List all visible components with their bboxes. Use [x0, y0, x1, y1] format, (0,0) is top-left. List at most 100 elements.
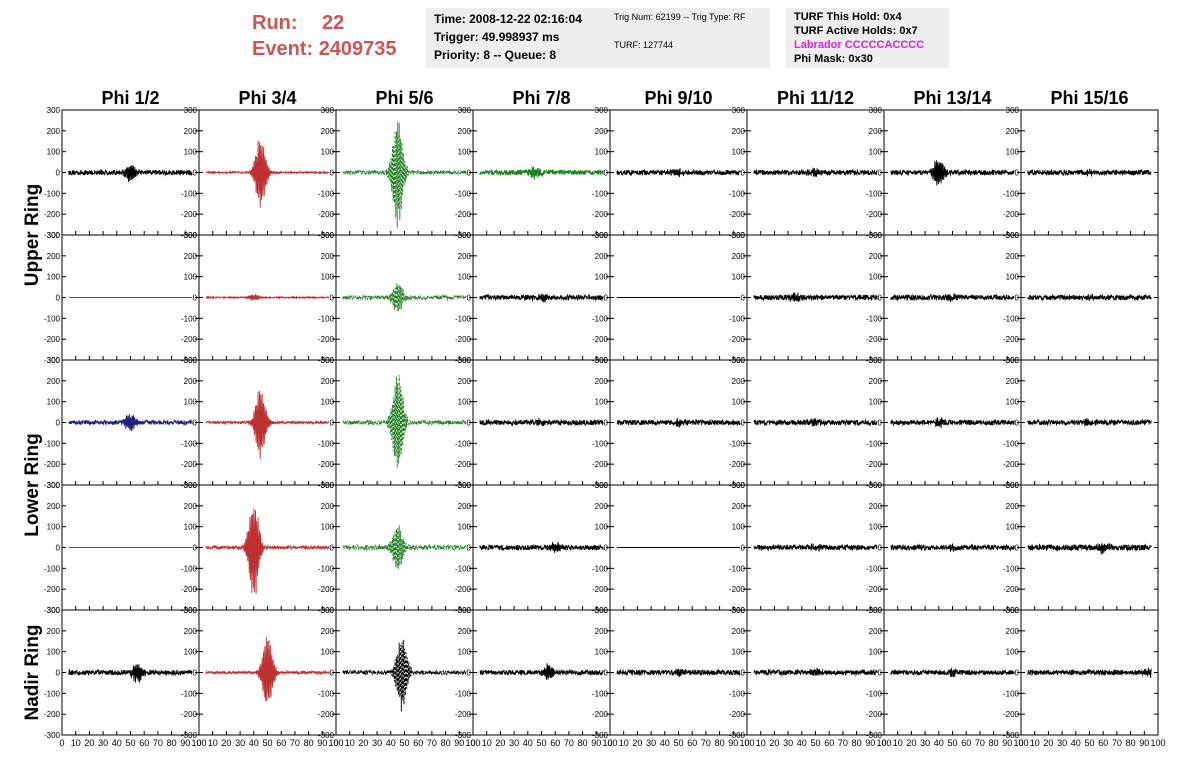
x-tick-label: 50 — [810, 738, 820, 748]
run-label: Run: — [252, 12, 298, 34]
y-tick-label: -200 — [181, 710, 198, 719]
y-tick-label: 0 — [741, 169, 746, 178]
y-tick-label: -100 — [592, 564, 609, 573]
y-tick-label: 0 — [1015, 419, 1020, 428]
y-tick-label: 0 — [56, 169, 61, 178]
y-tick-label: -100 — [318, 689, 335, 698]
y-tick-label: -200 — [592, 210, 609, 219]
y-tick-label: 0 — [604, 294, 609, 303]
y-tick-label: -100 — [455, 689, 472, 698]
waveform-trace — [479, 418, 604, 427]
x-tick-label: 50 — [399, 738, 409, 748]
x-tick-label: 40 — [386, 738, 396, 748]
y-tick-label: 200 — [47, 627, 61, 636]
y-tick-label: -200 — [44, 460, 61, 469]
y-tick-label: 100 — [47, 273, 61, 282]
y-tick-label: 100 — [1006, 273, 1020, 282]
waveform-trace — [890, 417, 1015, 429]
y-tick-label: 200 — [1006, 127, 1020, 136]
y-tick-label: -100 — [866, 439, 883, 448]
y-tick-label: -200 — [318, 335, 335, 344]
y-tick-label: 200 — [1006, 252, 1020, 261]
x-tick-label: 40 — [112, 738, 122, 748]
turf-info-box: TURF This Hold: 0x4 TURF Active Holds: 0… — [786, 8, 949, 68]
y-tick-label: 300 — [732, 356, 746, 365]
y-tick-label: 100 — [458, 523, 472, 532]
y-tick-label: 0 — [741, 669, 746, 678]
y-tick-label: 0 — [467, 169, 472, 178]
y-tick-label: -200 — [455, 460, 472, 469]
x-tick-label: 20 — [906, 738, 916, 748]
y-tick-label: 100 — [321, 523, 335, 532]
y-tick-label: 100 — [458, 648, 472, 657]
event-label: Event: — [252, 38, 314, 60]
y-tick-label: -300 — [866, 731, 883, 740]
x-tick-label: 10 — [208, 738, 218, 748]
x-tick-label: 0 — [607, 738, 612, 748]
y-tick-label: -100 — [181, 314, 198, 323]
x-tick-label: 90 — [591, 738, 601, 748]
x-tick-label: 20 — [769, 738, 779, 748]
y-tick-label: -200 — [1003, 585, 1020, 594]
x-tick-label: 80 — [715, 738, 725, 748]
y-tick-label: 0 — [467, 419, 472, 428]
y-tick-label: 0 — [467, 544, 472, 553]
y-tick-label: -200 — [44, 585, 61, 594]
y-tick-label: 0 — [878, 294, 883, 303]
x-tick-label: 30 — [646, 738, 656, 748]
y-tick-label: -100 — [866, 564, 883, 573]
y-tick-label: -100 — [592, 189, 609, 198]
x-tick-label: 70 — [153, 738, 163, 748]
column-header: Phi 11/12 — [777, 88, 854, 108]
y-tick-label: 0 — [878, 669, 883, 678]
y-tick-label: 200 — [732, 252, 746, 261]
x-tick-label: 10 — [893, 738, 903, 748]
y-tick-label: 100 — [732, 398, 746, 407]
y-tick-label: 100 — [458, 273, 472, 282]
x-tick-label: 30 — [98, 738, 108, 748]
y-tick-label: 0 — [1015, 294, 1020, 303]
y-tick-label: 300 — [47, 481, 61, 490]
y-tick-label: 0 — [330, 669, 335, 678]
y-tick-label: -200 — [455, 335, 472, 344]
x-tick-label: 90 — [454, 738, 464, 748]
x-tick-label: 20 — [221, 738, 231, 748]
y-tick-label: 300 — [732, 106, 746, 115]
time-text: Time: 2008-12-22 02:16:04 — [434, 12, 582, 26]
y-tick-label: 100 — [595, 523, 609, 532]
y-tick-label: 100 — [732, 648, 746, 657]
x-tick-label: 100 — [1013, 738, 1028, 748]
waveform-trace — [753, 292, 878, 302]
x-tick-label: 0 — [881, 738, 886, 748]
x-tick-label: 100 — [739, 738, 754, 748]
y-tick-label: 0 — [56, 544, 61, 553]
y-tick-label: 200 — [732, 502, 746, 511]
y-tick-label: 100 — [47, 523, 61, 532]
row-group-label: Lower Ring — [22, 433, 43, 536]
y-tick-label: 300 — [595, 106, 609, 115]
y-tick-label: -300 — [44, 481, 61, 490]
y-tick-label: 200 — [458, 627, 472, 636]
y-tick-label: -100 — [1003, 689, 1020, 698]
y-tick-label: 0 — [330, 544, 335, 553]
y-tick-label: -300 — [1003, 731, 1020, 740]
y-tick-label: -200 — [44, 710, 61, 719]
y-tick-label: 200 — [732, 627, 746, 636]
x-tick-label: 20 — [632, 738, 642, 748]
y-tick-label: 200 — [321, 627, 335, 636]
x-tick-label: 100 — [1150, 738, 1165, 748]
waveform-trace — [342, 374, 467, 468]
y-tick-label: -100 — [1003, 564, 1020, 573]
y-tick-label: -200 — [181, 210, 198, 219]
x-tick-label: 40 — [660, 738, 670, 748]
y-tick-label: 100 — [869, 398, 883, 407]
y-tick-label: -200 — [318, 210, 335, 219]
y-tick-label: 100 — [869, 523, 883, 532]
x-tick-label: 60 — [961, 738, 971, 748]
y-tick-label: -100 — [455, 564, 472, 573]
x-tick-label: 0 — [333, 738, 338, 748]
x-tick-label: 30 — [235, 738, 245, 748]
waveform-trace — [68, 413, 193, 432]
y-tick-label: 100 — [732, 148, 746, 157]
y-tick-label: -100 — [455, 189, 472, 198]
